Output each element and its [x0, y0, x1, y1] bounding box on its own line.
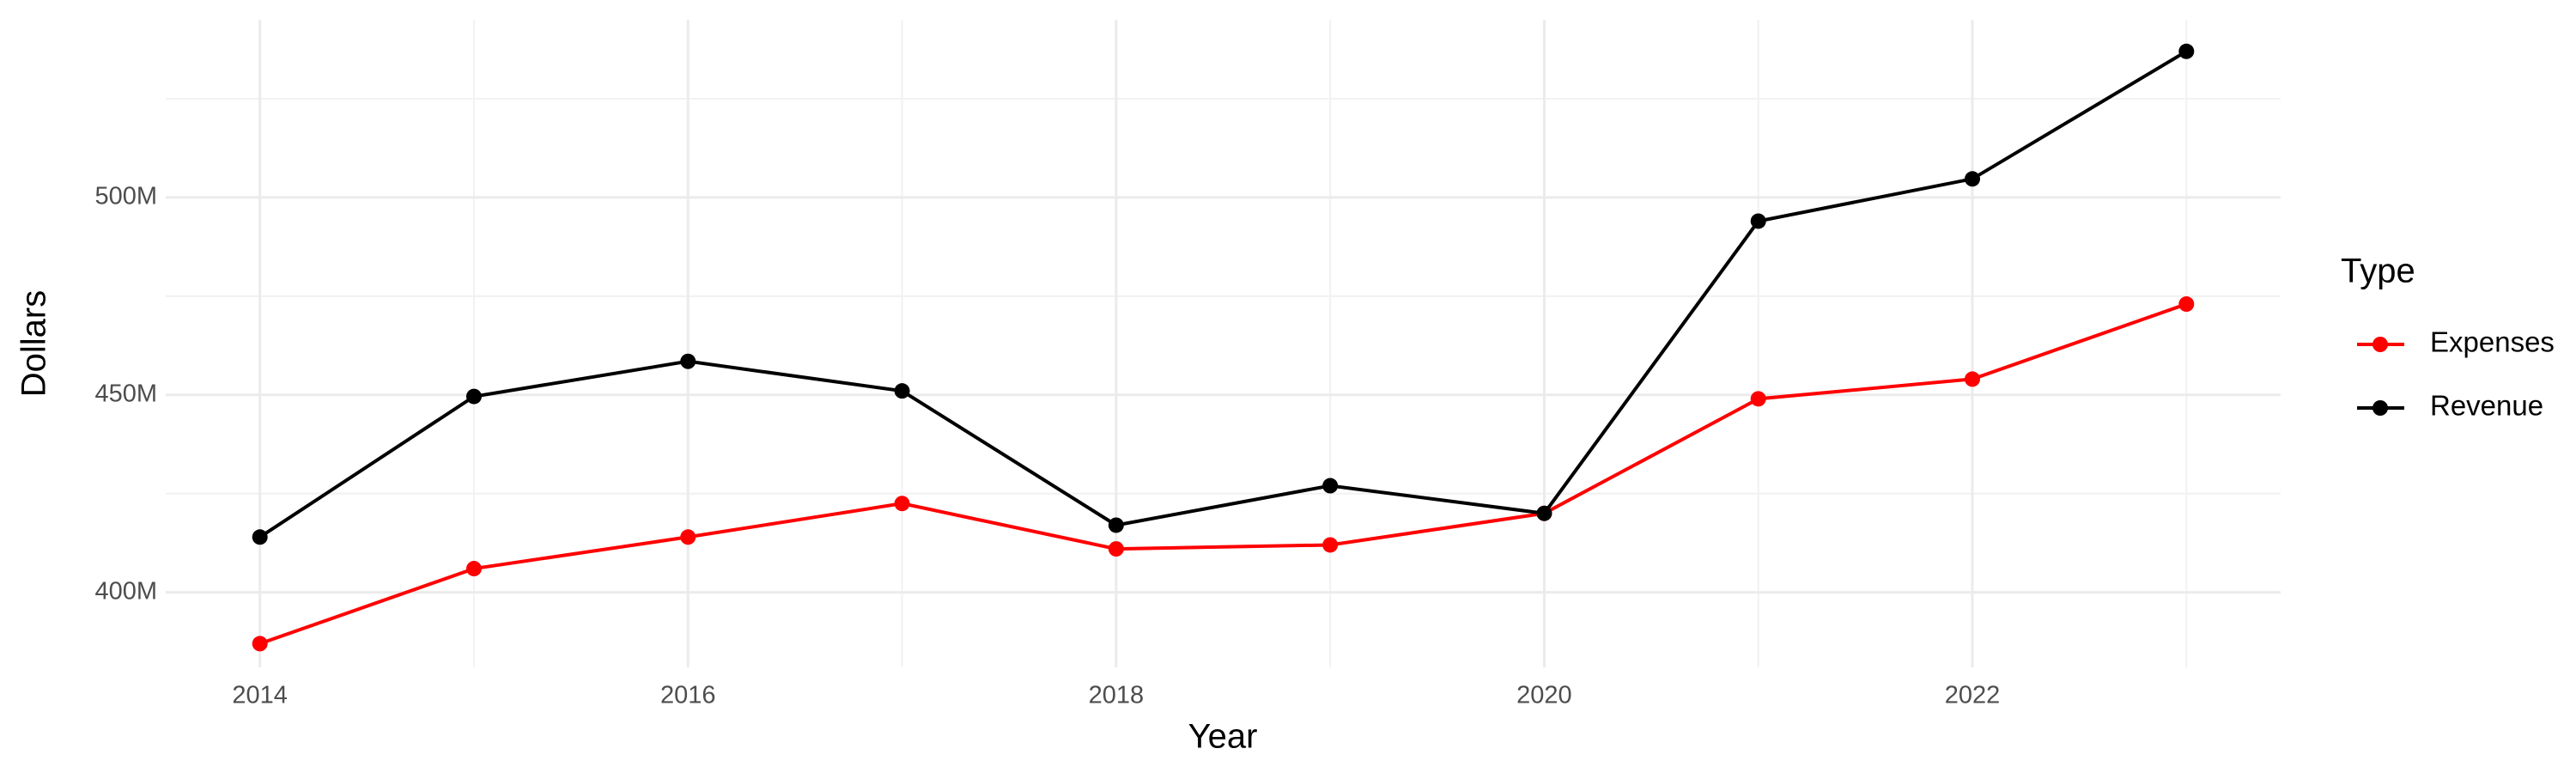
data-point [1108, 541, 1124, 557]
series-line [258, 50, 2188, 539]
data-point [894, 496, 910, 512]
series-line [259, 302, 2187, 646]
data-point [680, 529, 696, 545]
data-point [1322, 478, 1339, 494]
x-tick-label: 2014 [232, 682, 288, 709]
data-point [1965, 371, 1981, 387]
data-point [1322, 537, 1339, 553]
data-point [252, 529, 268, 545]
data-point [252, 636, 268, 652]
data-point [1750, 213, 1766, 229]
data-point [2178, 296, 2195, 313]
data-point [465, 388, 482, 405]
legend-marker [2372, 337, 2388, 352]
x-axis-title: Year [1188, 718, 1258, 756]
legend-label: Revenue [2430, 390, 2543, 422]
data-point [465, 561, 482, 577]
y-tick-label: 400M [94, 577, 157, 605]
data-point [1536, 505, 1552, 521]
y-axis-title: Dollars [15, 290, 53, 397]
legend-label: Expenses [2430, 326, 2555, 358]
legend-marker [2372, 400, 2388, 416]
data-point [894, 383, 910, 399]
data-point [2178, 43, 2195, 59]
data-point [1965, 171, 1981, 187]
x-tick-label: 2022 [1945, 682, 2001, 709]
y-tick-label: 450M [94, 380, 157, 407]
legend-title: Type [2341, 253, 2415, 290]
x-tick-label: 2016 [660, 682, 716, 709]
data-point [1108, 517, 1124, 533]
data-point [680, 353, 696, 369]
x-tick-label: 2020 [1516, 682, 1572, 709]
y-tick-label: 500M [94, 183, 157, 210]
data-point [1750, 391, 1766, 407]
x-tick-label: 2018 [1089, 682, 1145, 709]
